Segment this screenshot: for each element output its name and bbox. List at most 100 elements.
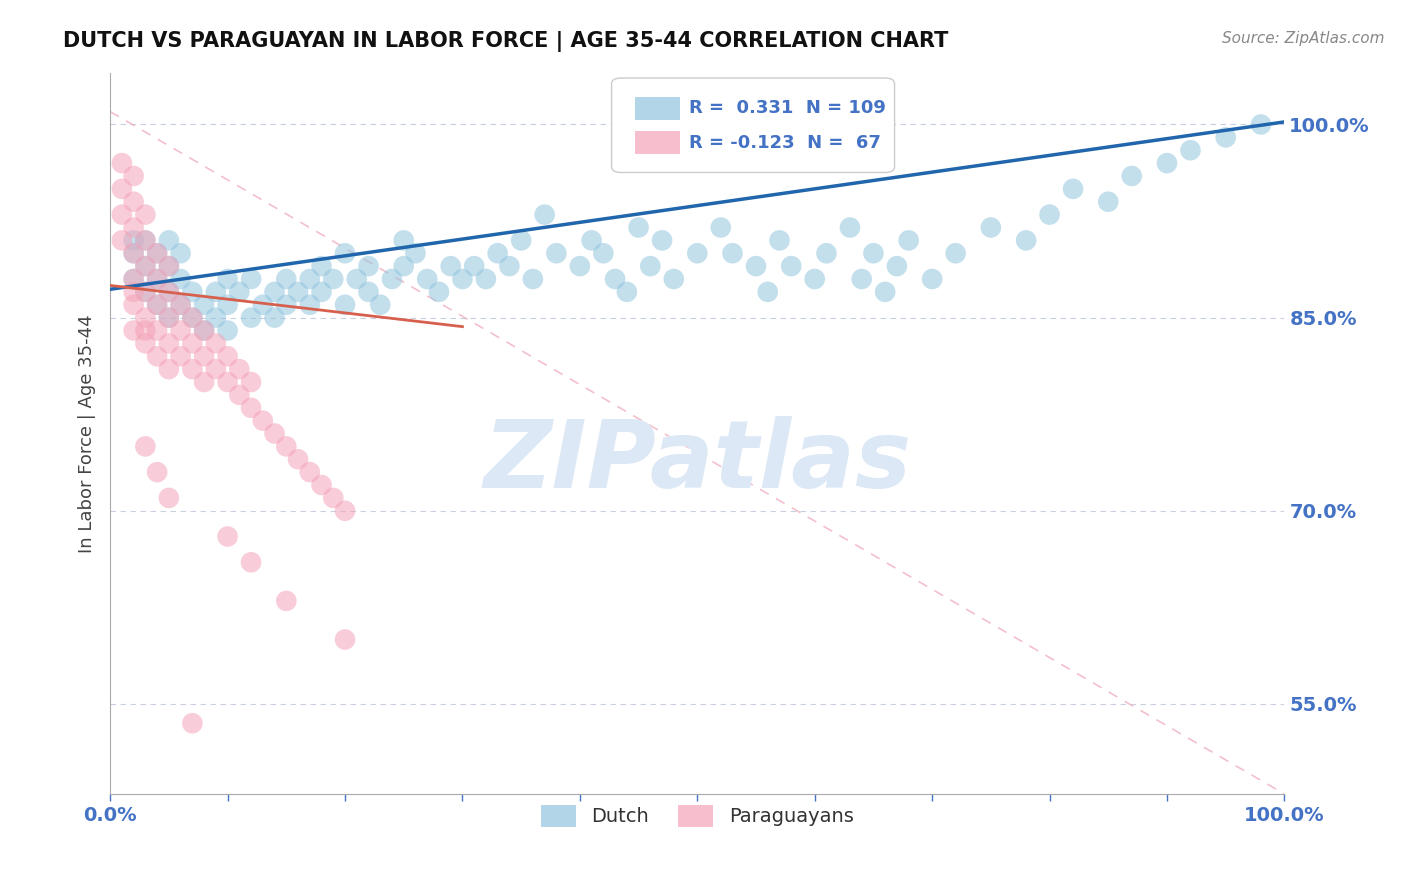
Point bbox=[368, 298, 391, 312]
Point bbox=[945, 246, 967, 260]
Point bbox=[875, 285, 897, 299]
Point bbox=[710, 220, 733, 235]
Bar bbox=[636, 96, 679, 120]
Point bbox=[298, 298, 321, 312]
Point bbox=[322, 272, 344, 286]
Point bbox=[134, 285, 156, 299]
Point bbox=[181, 362, 204, 376]
Point bbox=[486, 246, 509, 260]
Point bbox=[169, 349, 191, 363]
Point bbox=[357, 285, 380, 299]
Point bbox=[1180, 143, 1202, 157]
Point bbox=[510, 233, 533, 247]
Point bbox=[381, 272, 404, 286]
Point bbox=[1097, 194, 1119, 209]
Point bbox=[228, 388, 250, 402]
Point bbox=[240, 401, 263, 415]
Point bbox=[169, 324, 191, 338]
Point bbox=[276, 439, 298, 453]
Point bbox=[475, 272, 498, 286]
Point bbox=[217, 349, 239, 363]
Point bbox=[616, 285, 638, 299]
Point bbox=[122, 169, 145, 183]
Point bbox=[311, 285, 333, 299]
Point bbox=[533, 208, 555, 222]
Point bbox=[287, 285, 309, 299]
Point bbox=[146, 246, 169, 260]
Point bbox=[276, 594, 298, 608]
Point bbox=[1038, 208, 1060, 222]
Point bbox=[134, 233, 156, 247]
Point bbox=[157, 336, 180, 351]
Point bbox=[240, 375, 263, 389]
Point bbox=[205, 310, 228, 325]
Point bbox=[756, 285, 779, 299]
Bar bbox=[636, 131, 679, 154]
Point bbox=[193, 349, 215, 363]
Point bbox=[181, 285, 204, 299]
Point bbox=[169, 246, 191, 260]
Point bbox=[193, 298, 215, 312]
Point bbox=[240, 555, 263, 569]
Point bbox=[252, 414, 274, 428]
Point bbox=[146, 272, 169, 286]
Point bbox=[146, 324, 169, 338]
Point bbox=[169, 298, 191, 312]
Point bbox=[357, 259, 380, 273]
Point bbox=[440, 259, 463, 273]
Y-axis label: In Labor Force | Age 35-44: In Labor Force | Age 35-44 bbox=[79, 314, 96, 553]
Point bbox=[745, 259, 768, 273]
Point bbox=[651, 233, 673, 247]
Point bbox=[263, 310, 285, 325]
Point bbox=[640, 259, 662, 273]
Point bbox=[1156, 156, 1178, 170]
Point bbox=[157, 285, 180, 299]
Point bbox=[522, 272, 544, 286]
Point bbox=[157, 285, 180, 299]
Point bbox=[451, 272, 474, 286]
Point bbox=[592, 246, 614, 260]
Point bbox=[217, 375, 239, 389]
Point bbox=[803, 272, 825, 286]
Point bbox=[181, 716, 204, 731]
Point bbox=[181, 310, 204, 325]
Point bbox=[392, 259, 415, 273]
Point bbox=[146, 246, 169, 260]
Point bbox=[346, 272, 368, 286]
Point bbox=[427, 285, 450, 299]
Point bbox=[721, 246, 744, 260]
Point bbox=[217, 324, 239, 338]
Point bbox=[333, 504, 356, 518]
FancyBboxPatch shape bbox=[612, 78, 894, 172]
Point bbox=[404, 246, 426, 260]
Point bbox=[134, 439, 156, 453]
Point bbox=[134, 310, 156, 325]
Point bbox=[205, 336, 228, 351]
Point bbox=[122, 220, 145, 235]
Point bbox=[134, 324, 156, 338]
Point bbox=[134, 285, 156, 299]
Point bbox=[322, 491, 344, 505]
Point bbox=[780, 259, 803, 273]
Point bbox=[157, 259, 180, 273]
Point bbox=[1121, 169, 1143, 183]
Point bbox=[157, 362, 180, 376]
Point bbox=[122, 285, 145, 299]
Text: R = -0.123  N =  67: R = -0.123 N = 67 bbox=[689, 134, 882, 152]
Point bbox=[217, 298, 239, 312]
Legend: Dutch, Paraguayans: Dutch, Paraguayans bbox=[533, 797, 862, 835]
Point bbox=[122, 246, 145, 260]
Point bbox=[146, 349, 169, 363]
Point bbox=[263, 426, 285, 441]
Point bbox=[240, 272, 263, 286]
Point bbox=[122, 233, 145, 247]
Point bbox=[862, 246, 884, 260]
Point bbox=[252, 298, 274, 312]
Point bbox=[122, 246, 145, 260]
Point bbox=[134, 259, 156, 273]
Point bbox=[240, 310, 263, 325]
Point bbox=[839, 220, 862, 235]
Point bbox=[205, 362, 228, 376]
Point bbox=[193, 324, 215, 338]
Point bbox=[1250, 118, 1272, 132]
